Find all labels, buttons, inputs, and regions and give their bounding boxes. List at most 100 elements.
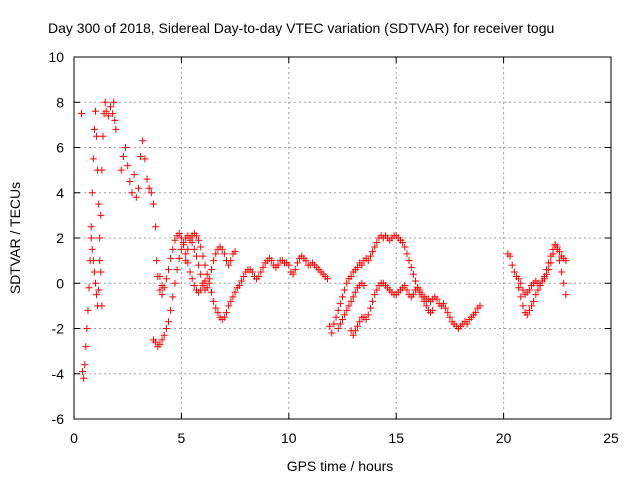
data-point-3-9 bbox=[169, 293, 177, 301]
data-point-4-12 bbox=[182, 250, 190, 258]
data-point-4-5 bbox=[167, 254, 175, 262]
data-point-9-26 bbox=[560, 279, 568, 287]
data-point-7-4 bbox=[343, 306, 351, 314]
data-point-1-3 bbox=[90, 268, 98, 276]
data-point-4-16 bbox=[190, 282, 198, 290]
data-point-6-40 bbox=[412, 277, 420, 285]
x-tick-label-1: 5 bbox=[178, 430, 186, 446]
data-point-5-10 bbox=[203, 270, 211, 278]
data-point-10-18 bbox=[553, 243, 561, 251]
data-point-1-0 bbox=[87, 234, 95, 242]
data-point-3-11 bbox=[173, 266, 181, 274]
y-tick-label-5: 4 bbox=[56, 185, 64, 201]
data-point-10-22 bbox=[562, 257, 570, 265]
data-point-8-3 bbox=[354, 322, 362, 330]
x-tick-label-5: 25 bbox=[603, 430, 619, 446]
data-point-6-45 bbox=[422, 302, 430, 310]
data-point-8-29 bbox=[409, 291, 417, 299]
data-point-4-19 bbox=[197, 286, 205, 294]
data-point-5-11 bbox=[205, 279, 213, 287]
data-point-8-1 bbox=[349, 331, 357, 339]
data-point-10-14 bbox=[545, 259, 553, 267]
data-point-0-10 bbox=[88, 189, 96, 197]
data-point-1-4 bbox=[91, 279, 99, 287]
data-point-6-37 bbox=[405, 257, 413, 265]
data-point-0-5 bbox=[83, 325, 91, 332]
data-point-5-8 bbox=[199, 252, 207, 260]
series-trace-1 bbox=[78, 107, 106, 382]
series-trace-4 bbox=[149, 232, 239, 351]
data-point-5-0 bbox=[182, 257, 190, 265]
data-point-0-0 bbox=[78, 110, 86, 118]
data-point-4-20 bbox=[199, 282, 207, 290]
data-point-5-19 bbox=[223, 309, 231, 317]
data-point-9-25 bbox=[558, 268, 566, 276]
data-point-5-48 bbox=[285, 261, 293, 269]
series-trace-8 bbox=[334, 279, 368, 332]
data-point-0-12 bbox=[90, 125, 98, 133]
data-point-7-1 bbox=[336, 320, 344, 328]
data-point-7-12 bbox=[360, 282, 368, 290]
data-point-4-7 bbox=[171, 236, 179, 244]
data-point-5-34 bbox=[255, 272, 263, 280]
data-point-5-51 bbox=[291, 266, 299, 274]
data-point-6-19 bbox=[366, 252, 374, 260]
data-point-8-58 bbox=[472, 309, 480, 317]
data-point-1-7 bbox=[95, 286, 103, 294]
data-point-10-10 bbox=[536, 282, 544, 290]
data-point-4-2 bbox=[160, 284, 168, 292]
y-tick-label-1: -4 bbox=[52, 366, 65, 382]
data-point-6-13 bbox=[354, 263, 362, 271]
data-point-8-43 bbox=[439, 300, 447, 308]
data-point-2-12 bbox=[143, 175, 151, 183]
data-point-0-1 bbox=[79, 367, 87, 375]
data-point-5-15 bbox=[214, 309, 222, 317]
data-points bbox=[78, 98, 570, 382]
data-point-0-13 bbox=[91, 107, 99, 115]
data-point-6-21 bbox=[371, 243, 379, 251]
data-point-5-27 bbox=[240, 272, 248, 280]
data-point-5-20 bbox=[225, 302, 233, 310]
x-tick-label-3: 15 bbox=[388, 430, 404, 446]
data-point-3-27 bbox=[207, 266, 215, 274]
data-point-3-7 bbox=[165, 318, 173, 326]
axis-ticks bbox=[73, 56, 612, 420]
data-point-1-14 bbox=[102, 107, 110, 115]
data-point-2-13 bbox=[145, 184, 153, 192]
data-point-2-10 bbox=[139, 137, 147, 145]
x-tick-label-4: 20 bbox=[496, 430, 512, 446]
data-point-1-6 bbox=[94, 302, 102, 310]
data-point-10-1 bbox=[517, 293, 525, 301]
data-point-6-35 bbox=[401, 243, 409, 251]
data-point-2-19 bbox=[156, 286, 164, 294]
data-point-5-31 bbox=[248, 268, 256, 276]
data-point-0-11 bbox=[89, 155, 97, 163]
y-axis-label: SDTVAR / TECUs bbox=[7, 182, 23, 294]
data-point-3-36 bbox=[227, 257, 235, 265]
data-point-5-50 bbox=[289, 270, 297, 278]
data-point-5-36 bbox=[259, 263, 267, 271]
data-point-10-16 bbox=[549, 245, 557, 253]
data-point-5-52 bbox=[293, 259, 301, 267]
data-point-5-13 bbox=[210, 297, 218, 305]
data-point-0-18 bbox=[97, 268, 105, 276]
data-point-5-66 bbox=[323, 275, 331, 283]
data-point-3-29 bbox=[212, 250, 220, 258]
data-point-6-18 bbox=[364, 257, 372, 265]
data-point-7-3 bbox=[341, 311, 349, 319]
data-point-1-19 bbox=[111, 116, 119, 124]
data-point-1-10 bbox=[98, 166, 106, 174]
data-point-3-5 bbox=[160, 331, 168, 339]
data-point-3-33 bbox=[220, 250, 228, 258]
data-point-1-16 bbox=[107, 103, 115, 111]
y-tick-label-3: 0 bbox=[56, 275, 64, 291]
data-point-7-0 bbox=[334, 325, 342, 332]
data-point-8-26 bbox=[403, 286, 411, 294]
data-point-7-8 bbox=[351, 288, 359, 296]
data-point-6-36 bbox=[403, 250, 411, 258]
tick-labels: 0 5 10 15 20 25 -6 -4 -2 0 2 4 6 8 10 bbox=[48, 49, 619, 446]
chart-title: Day 300 of 2018, Sidereal Day-to-day VTE… bbox=[48, 20, 554, 36]
data-point-5-26 bbox=[238, 277, 246, 285]
data-point-9-1 bbox=[506, 252, 514, 260]
data-point-1-20 bbox=[112, 125, 120, 133]
